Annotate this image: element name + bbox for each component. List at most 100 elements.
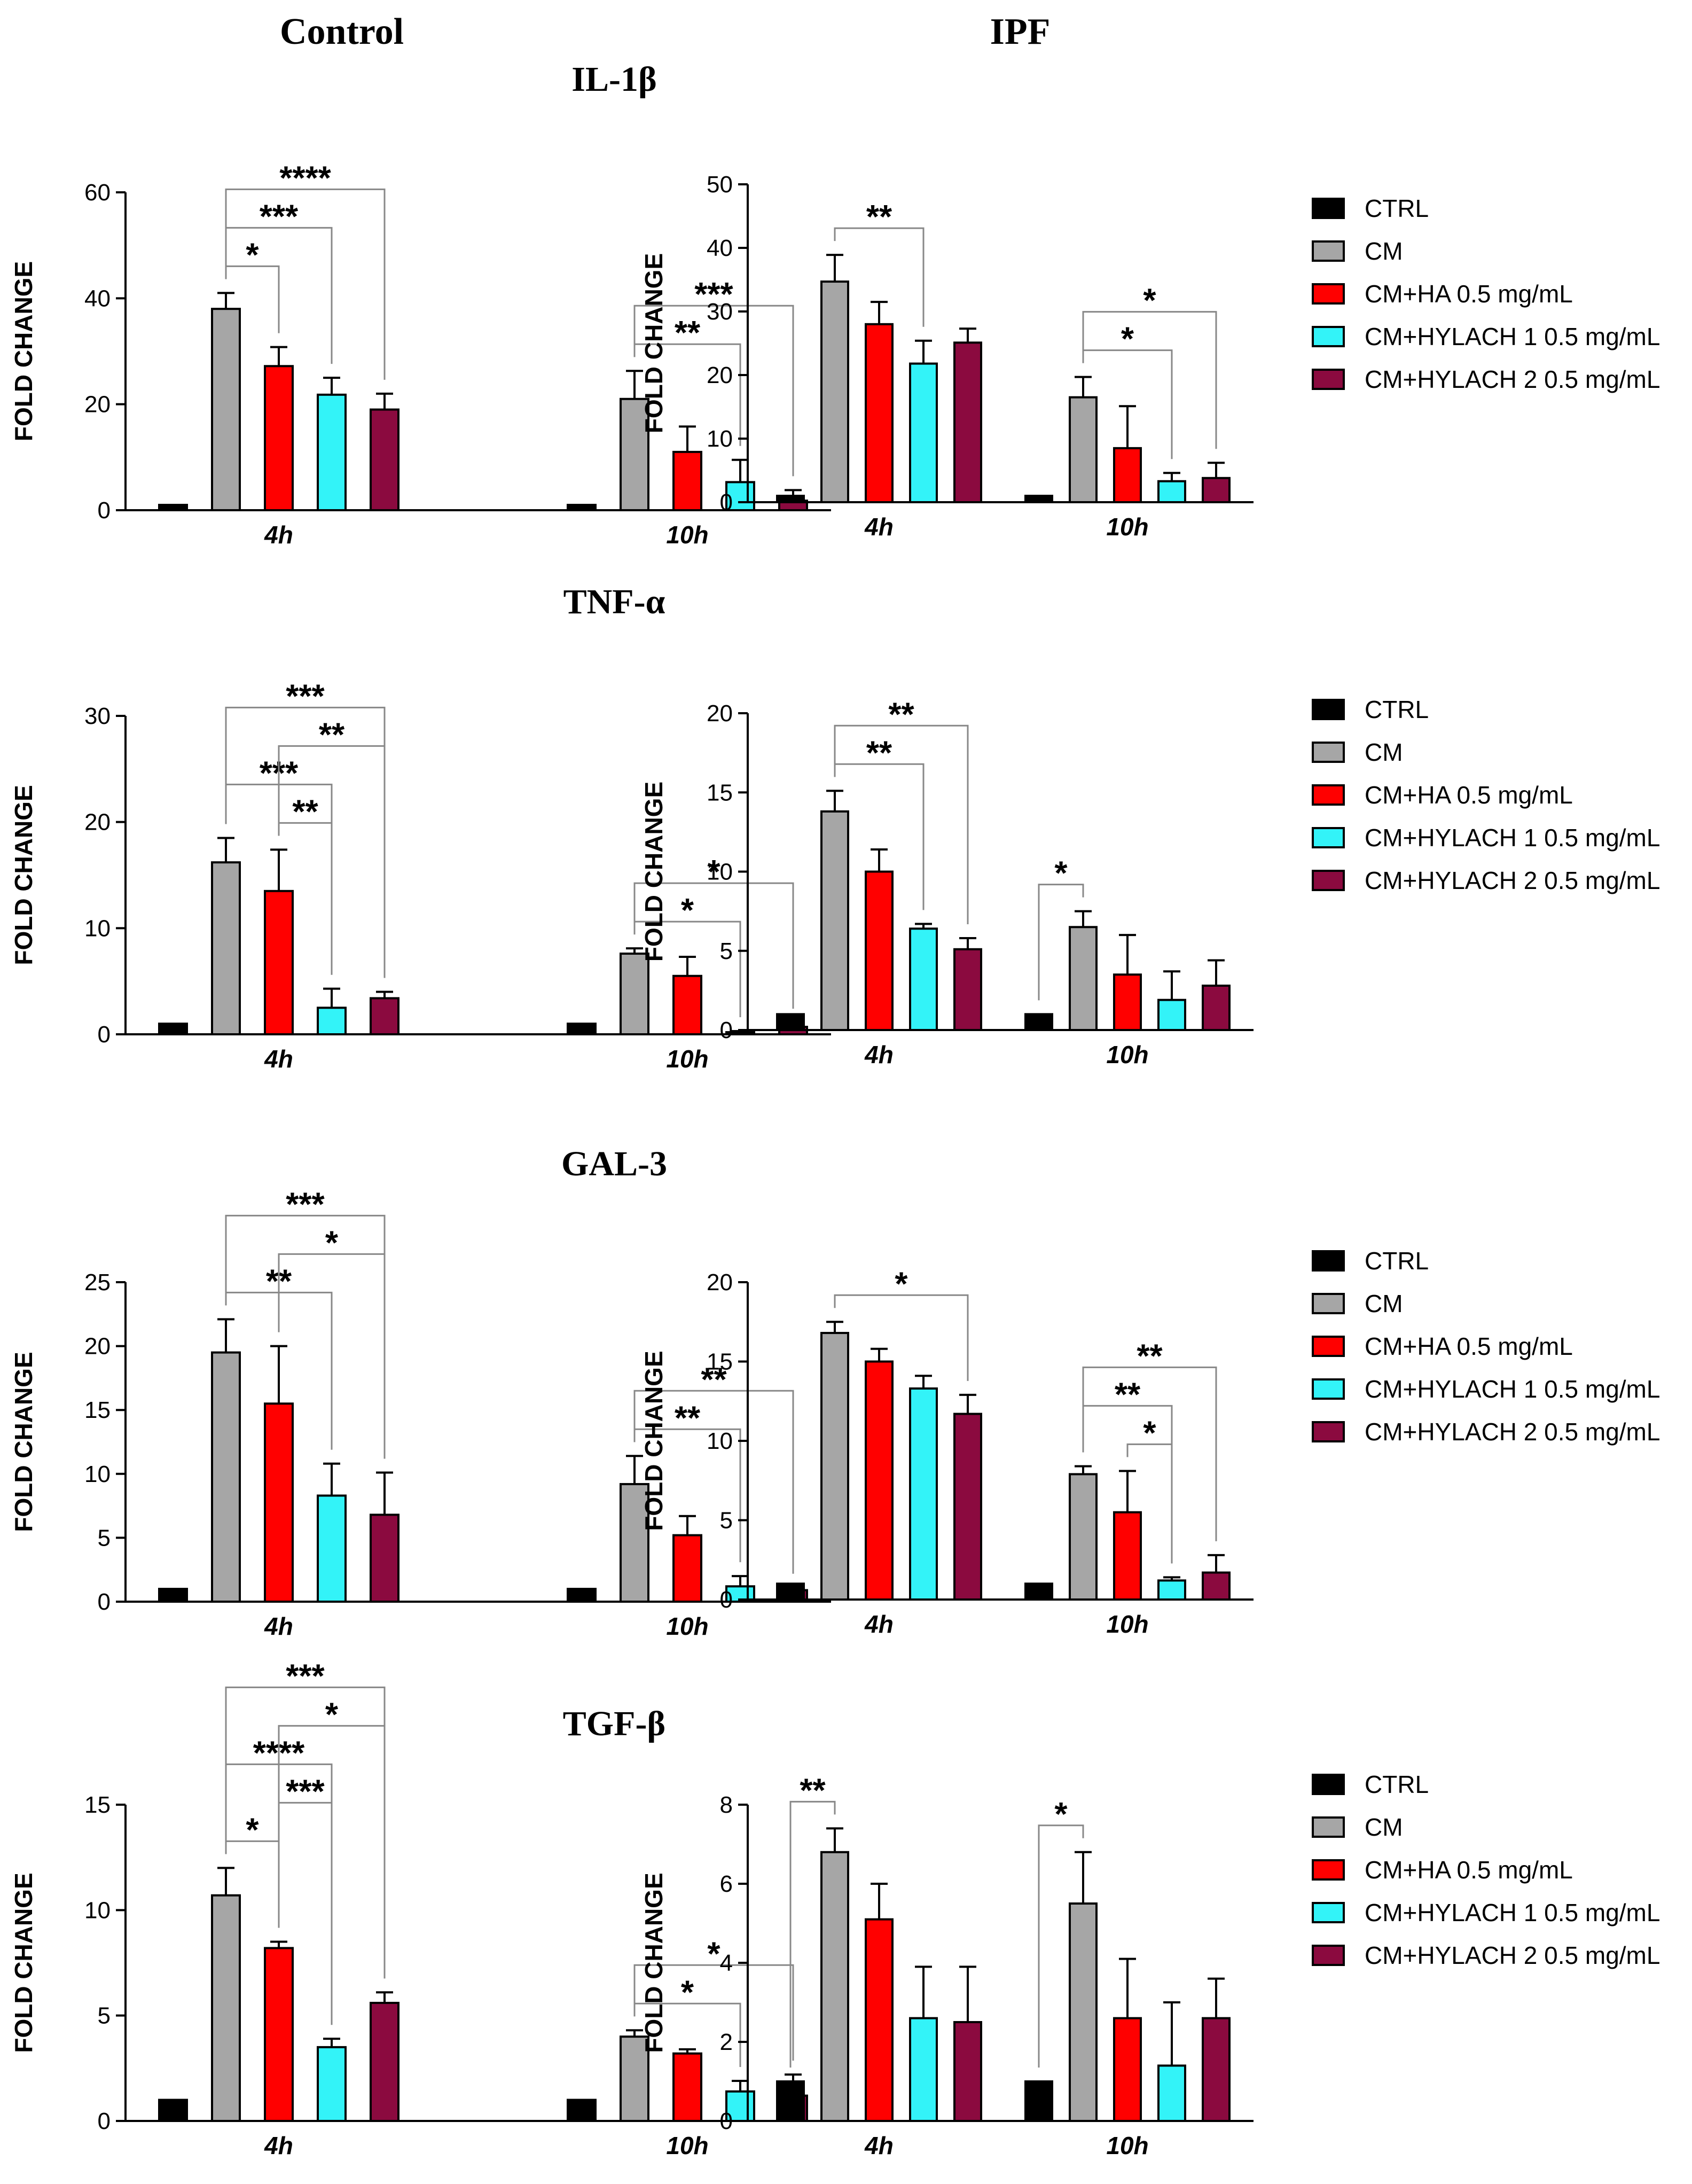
control-tgf-category-label: 4h <box>264 2132 293 2159</box>
ipf-il-1-bar-cm-hylach-2-0-5-mg-ml-4h <box>953 341 982 503</box>
ipf-gal-3-bar-cm-4h <box>820 1332 849 1601</box>
legend-label-cm: CM <box>1365 1290 1403 1317</box>
ipf-tgf-bar-cm-4h <box>820 1851 849 2123</box>
control-il-1-significance-bracket <box>225 188 386 380</box>
ipf-tgf-bar-cm-hylach-2-0-5-mg-ml-10h <box>1202 2017 1231 2123</box>
control-tnf-significance-label: *** <box>286 678 325 715</box>
column-title-control: Control <box>280 11 404 52</box>
ipf-gal-3-significance-bracket <box>1082 1366 1217 1541</box>
control-tnf-bar-cm-ha-0-5-mg-ml-4h <box>264 890 294 1036</box>
legend-swatch-cm-hylach-1-0-5-mg-ml <box>1312 827 1345 848</box>
legend-swatch-cm <box>1312 240 1345 262</box>
ipf-il-1-y-axis-label: FOLD CHANGE <box>640 253 668 433</box>
control-tnf-significance-label: ** <box>292 793 318 830</box>
ipf-il-1-bar-cm-ha-0-5-mg-ml-10h <box>1113 447 1142 503</box>
control-tnf-significance-label: * <box>707 854 720 891</box>
ipf-gal-3-significance-bracket <box>834 1294 969 1381</box>
ipf-tnf-significance-label: ** <box>866 735 892 771</box>
ipf-tgf-y-tick-label: 0 <box>720 2108 733 2134</box>
ipf-tgf-significance-bracket <box>1038 1824 1084 2068</box>
control-il-1-bar-cm-ha-0-5-mg-ml-4h <box>264 365 294 511</box>
ipf-tnf-bar-cm-hylach-2-0-5-mg-ml-4h <box>953 948 982 1032</box>
legend-swatch-cm-hylach-1-0-5-mg-ml <box>1312 1378 1345 1400</box>
ipf-tnf-bar-cm-hylach-1-0-5-mg-ml-10h <box>1157 999 1186 1032</box>
control-tgf-significance-bracket <box>225 1686 386 1979</box>
control-tgf-bar-cm-hylach-1-0-5-mg-ml-4h <box>317 2046 347 2123</box>
marker-title-tgfb: TGF-β <box>563 1704 665 1743</box>
ipf-il-1-bar-cm-ha-0-5-mg-ml-4h <box>865 323 894 503</box>
control-gal-3-category-label: 10h <box>666 1612 708 1640</box>
ipf-tnf-significance-bracket <box>1038 884 1084 1001</box>
ipf-il-1-y-tick-label: 0 <box>720 489 733 516</box>
control-gal-3-significance-label: ** <box>675 1400 701 1437</box>
legend-swatch-ctrl <box>1312 1250 1345 1272</box>
control-il-1-significance-label: *** <box>260 198 299 235</box>
control-gal-3-bar-ctrl-10h <box>567 1588 597 1603</box>
control-gal-3-bar-cm-hylach-1-0-5-mg-ml-4h <box>317 1494 347 1603</box>
ipf-gal-3-bar-cm-hylach-2-0-5-mg-ml-4h <box>953 1413 982 1601</box>
control-tnf-significance-label: * <box>681 892 694 929</box>
legend-swatch-cm <box>1312 742 1345 763</box>
ipf-gal-3-bar-cm-10h <box>1069 1473 1098 1601</box>
control-gal-3-significance-bracket <box>225 1214 386 1459</box>
legend-label-cm-ha-0-5-mg-ml: CM+HA 0.5 mg/mL <box>1365 781 1573 809</box>
control-tgf-category-label: 10h <box>666 2132 708 2159</box>
control-gal-3-y-tick-label: 15 <box>84 1397 111 1423</box>
control-tgf-y-tick-label: 15 <box>84 1792 111 1818</box>
control-tgf-y-tick-label: 5 <box>98 2003 111 2029</box>
control-gal-3-bar-cm-ha-0-5-mg-ml-10h <box>672 1534 702 1603</box>
legend-swatch-ctrl <box>1312 699 1345 720</box>
ipf-tgf-category-label: 10h <box>1106 2132 1148 2159</box>
ipf-gal-3-y-axis-label: FOLD CHANGE <box>640 1351 668 1531</box>
ipf-tgf-bar-cm-hylach-2-0-5-mg-ml-4h <box>953 2021 982 2122</box>
ipf-tgf-significance-label: * <box>1054 1796 1068 1833</box>
control-tnf-y-tick-label: 10 <box>84 915 111 941</box>
control-tgf-bar-cm-ha-0-5-mg-ml-4h <box>264 1947 294 2122</box>
ipf-gal-3-significance-label: ** <box>1115 1376 1141 1413</box>
legend-3: CTRL CM CM+HA 0.5 mg/mL CM+HYLACH 1 0.5 mg/… <box>1312 1247 1660 1446</box>
legend-label-cm-hylach-1-0-5-mg-ml: CM+HYLACH 1 0.5 mg/mL <box>1365 1375 1660 1403</box>
control-il-1-bar-cm-10h <box>620 397 649 511</box>
control-tgf-significance-label: *** <box>286 1773 325 1810</box>
ipf-tgf-bar-cm-hylach-1-0-5-mg-ml-10h <box>1157 2064 1186 2122</box>
control-gal-3-bar-cm-ha-0-5-mg-ml-4h <box>264 1402 294 1603</box>
ipf-il-1-significance-label: ** <box>866 199 892 236</box>
ipf-tnf-bar-cm-10h <box>1069 926 1098 1032</box>
control-gal-3-significance-label: * <box>325 1224 339 1261</box>
legend-swatch-cm <box>1312 1816 1345 1838</box>
ipf-tnf-y-tick-label: 15 <box>707 779 733 806</box>
control-il-1-y-tick-label: 20 <box>84 392 111 418</box>
legend-2: CTRL CM CM+HA 0.5 mg/mL CM+HYLACH 1 0.5 mg/… <box>1312 696 1660 894</box>
ipf-tgf-significance-bracket <box>789 1800 836 2068</box>
ipf-gal-3-significance-label: * <box>895 1266 908 1302</box>
control-il-1-bar-cm-hylach-2-0-5-mg-ml-4h <box>370 408 400 511</box>
control-il-1-bar-cm-4h <box>211 308 241 512</box>
control-gal-3-bar-cm-hylach-2-0-5-mg-ml-4h <box>370 1514 400 1603</box>
legend-label-ctrl: CTRL <box>1365 1770 1429 1798</box>
control-gal-3-bar-ctrl-4h <box>158 1588 188 1603</box>
ipf-tnf-category-label: 4h <box>864 1041 894 1068</box>
legend-label-cm-ha-0-5-mg-ml: CM+HA 0.5 mg/mL <box>1365 1856 1573 1884</box>
ipf-tgf-y-tick-label: 4 <box>720 1950 733 1976</box>
legend-label-cm-hylach-2-0-5-mg-ml: CM+HYLACH 2 0.5 mg/mL <box>1365 1941 1660 1969</box>
ipf-il-1-y-tick-label: 50 <box>707 171 733 198</box>
ipf-gal-3-y-tick-label: 0 <box>720 1587 733 1613</box>
control-il-1-category-label: 4h <box>264 521 293 549</box>
control-gal-3-y-tick-label: 5 <box>98 1525 111 1551</box>
control-il-1-significance-label: *** <box>694 276 733 313</box>
ipf-il-1-bar-cm-hylach-1-0-5-mg-ml-10h <box>1157 480 1186 503</box>
control-il-1-bar-cm-hylach-1-0-5-mg-ml-4h <box>317 393 347 511</box>
legend-label-cm-hylach-1-0-5-mg-ml: CM+HYLACH 1 0.5 mg/mL <box>1365 1899 1660 1926</box>
control-tnf-category-label: 10h <box>666 1045 708 1073</box>
ipf-tnf-bar-cm-hylach-2-0-5-mg-ml-10h <box>1202 984 1231 1031</box>
control-il-1-significance-label: * <box>246 237 259 274</box>
ipf-gal-3-significance-label: ** <box>1137 1338 1163 1375</box>
control-il-1-y-tick-label: 60 <box>84 180 111 206</box>
control-gal-3-category-label: 4h <box>264 1612 293 1640</box>
